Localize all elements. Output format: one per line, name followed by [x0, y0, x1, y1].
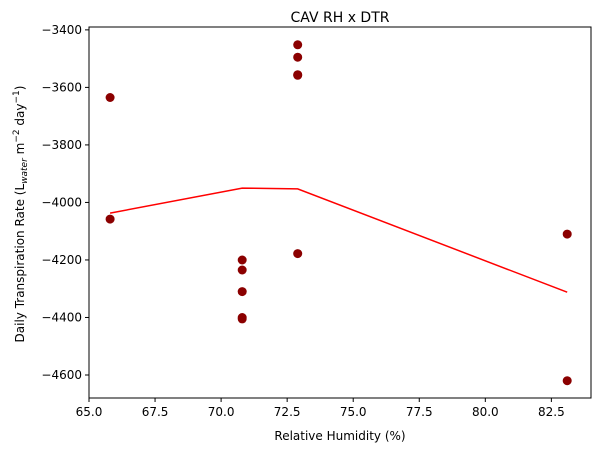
data-point-10 [293, 70, 303, 80]
data-point-4 [237, 287, 247, 297]
y-label-sup2: −1 [12, 90, 22, 103]
y-tick-label-5: −4400 [41, 310, 82, 324]
x-axis-label: Relative Humidity (%) [274, 429, 405, 443]
data-point-8 [293, 52, 303, 62]
y-label-sup1: −2 [12, 129, 22, 142]
chart-title: CAV RH x DTR [291, 10, 390, 26]
axes: 65.0 67.5 70.0 72.5 75.0 77.5 80.0 82.5 −3400 −36… [41, 23, 564, 419]
data-point-6 [237, 314, 247, 324]
x-tick-label-3: 72.5 [274, 405, 301, 419]
data-point-7 [293, 40, 303, 50]
y-label-prefix: Daily Transpiration Rate (L [13, 184, 27, 343]
y-tick-label-0: −3400 [41, 23, 82, 37]
y-label-sub: water [20, 157, 30, 184]
y-label-suffix: ) [13, 86, 27, 91]
data-point-13 [562, 376, 572, 386]
plot-frame [88, 26, 592, 399]
plot-marks [105, 40, 572, 386]
x-tick-label-6: 80.0 [472, 405, 499, 419]
x-tick-label-1: 67.5 [142, 405, 169, 419]
x-tick-label-7: 82.5 [538, 405, 565, 419]
y-tick-label-2: −3800 [41, 138, 82, 152]
y-label-mid2: day [13, 104, 27, 130]
x-tick-label-5: 77.5 [406, 405, 433, 419]
y-tick-label-4: −4200 [41, 253, 82, 267]
data-point-1 [105, 214, 115, 224]
x-tick-label-2: 70.0 [208, 405, 235, 419]
y-label-mid1: m [13, 143, 27, 159]
y-axis-label: Daily Transpiration Rate (Lwater m−2 day… [12, 86, 30, 343]
data-point-0 [105, 93, 115, 102]
data-point-2 [237, 255, 247, 265]
trend-line [109, 187, 568, 293]
data-point-12 [562, 229, 572, 239]
x-tick-label-4: 75.0 [340, 405, 367, 419]
y-tick-label-6: −4600 [41, 368, 82, 382]
x-tick-label-0: 65.0 [76, 405, 103, 419]
data-point-3 [237, 265, 247, 275]
y-tick-label-3: −4000 [41, 195, 82, 209]
data-point-11 [293, 249, 303, 259]
y-tick-label-1: −3600 [41, 80, 82, 94]
